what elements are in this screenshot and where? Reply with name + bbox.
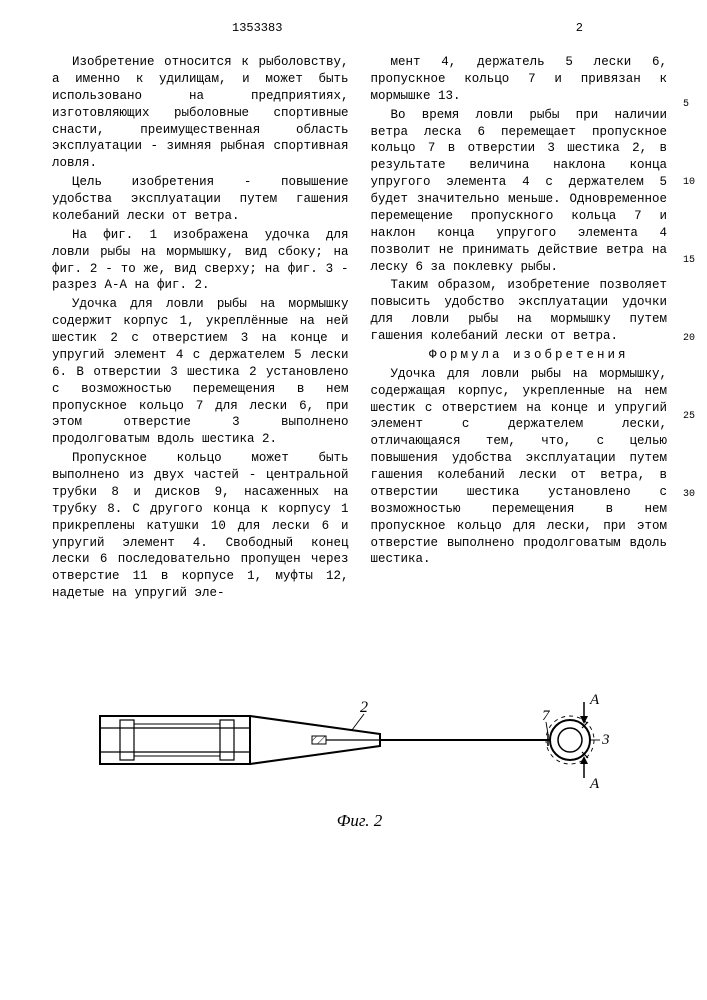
para: На фиг. 1 изображена удочка для ловли ры… — [52, 227, 349, 295]
patent-number: 1353383 — [232, 20, 282, 36]
page-header: 1353383 2 — [52, 20, 667, 36]
page: 1353383 2 Изобретение относится к рыболо… — [0, 0, 707, 873]
figure-label-A-top: А — [589, 692, 600, 708]
line-marker: 5 — [683, 98, 689, 112]
figure-label-3: 3 — [601, 732, 610, 748]
para: Изобретение относится к рыболовству, а и… — [52, 54, 349, 172]
para: Таким образом, изобретение позволяет пов… — [371, 277, 668, 345]
end-ring — [546, 716, 594, 764]
column-right: 5 10 15 20 25 30 мент 4, держатель 5 лес… — [371, 54, 668, 604]
para: Во время ловли рыбы при наличии ветра ле… — [371, 107, 668, 276]
line-marker: 15 — [683, 254, 695, 268]
formula-title: Формула изобретения — [371, 347, 668, 364]
para: мент 4, держатель 5 лески 6, пропускное … — [371, 54, 668, 105]
figure-2: 2 7 3 А А Фиг. 2 — [80, 684, 640, 833]
figure-label-2: 2 — [360, 699, 368, 716]
taper-section — [250, 716, 380, 764]
page-number: 2 — [576, 20, 583, 36]
text-columns: Изобретение относится к рыболовству, а и… — [52, 54, 667, 604]
figure-label-A-bot: А — [589, 776, 600, 792]
handle-body — [100, 716, 250, 764]
figure-label-7: 7 — [542, 708, 551, 724]
para: Удочка для ловли рыбы на мормышку содерж… — [52, 296, 349, 448]
para: Удочка для ловли рыбы на мормышку, содер… — [371, 366, 668, 569]
para: Цель изобретения - повышение удобства эк… — [52, 174, 349, 225]
figure-2-svg: 2 7 3 А А — [80, 684, 640, 804]
line-marker: 25 — [683, 410, 695, 424]
line-marker: 10 — [683, 176, 695, 190]
line-marker: 20 — [683, 332, 695, 346]
column-left: Изобретение относится к рыболовству, а и… — [52, 54, 349, 604]
section-arrows — [580, 702, 588, 778]
figure-caption: Фиг. 2 — [80, 810, 640, 833]
para: Пропускное кольцо может быть выполнено и… — [52, 450, 349, 602]
line-marker: 30 — [683, 488, 695, 502]
